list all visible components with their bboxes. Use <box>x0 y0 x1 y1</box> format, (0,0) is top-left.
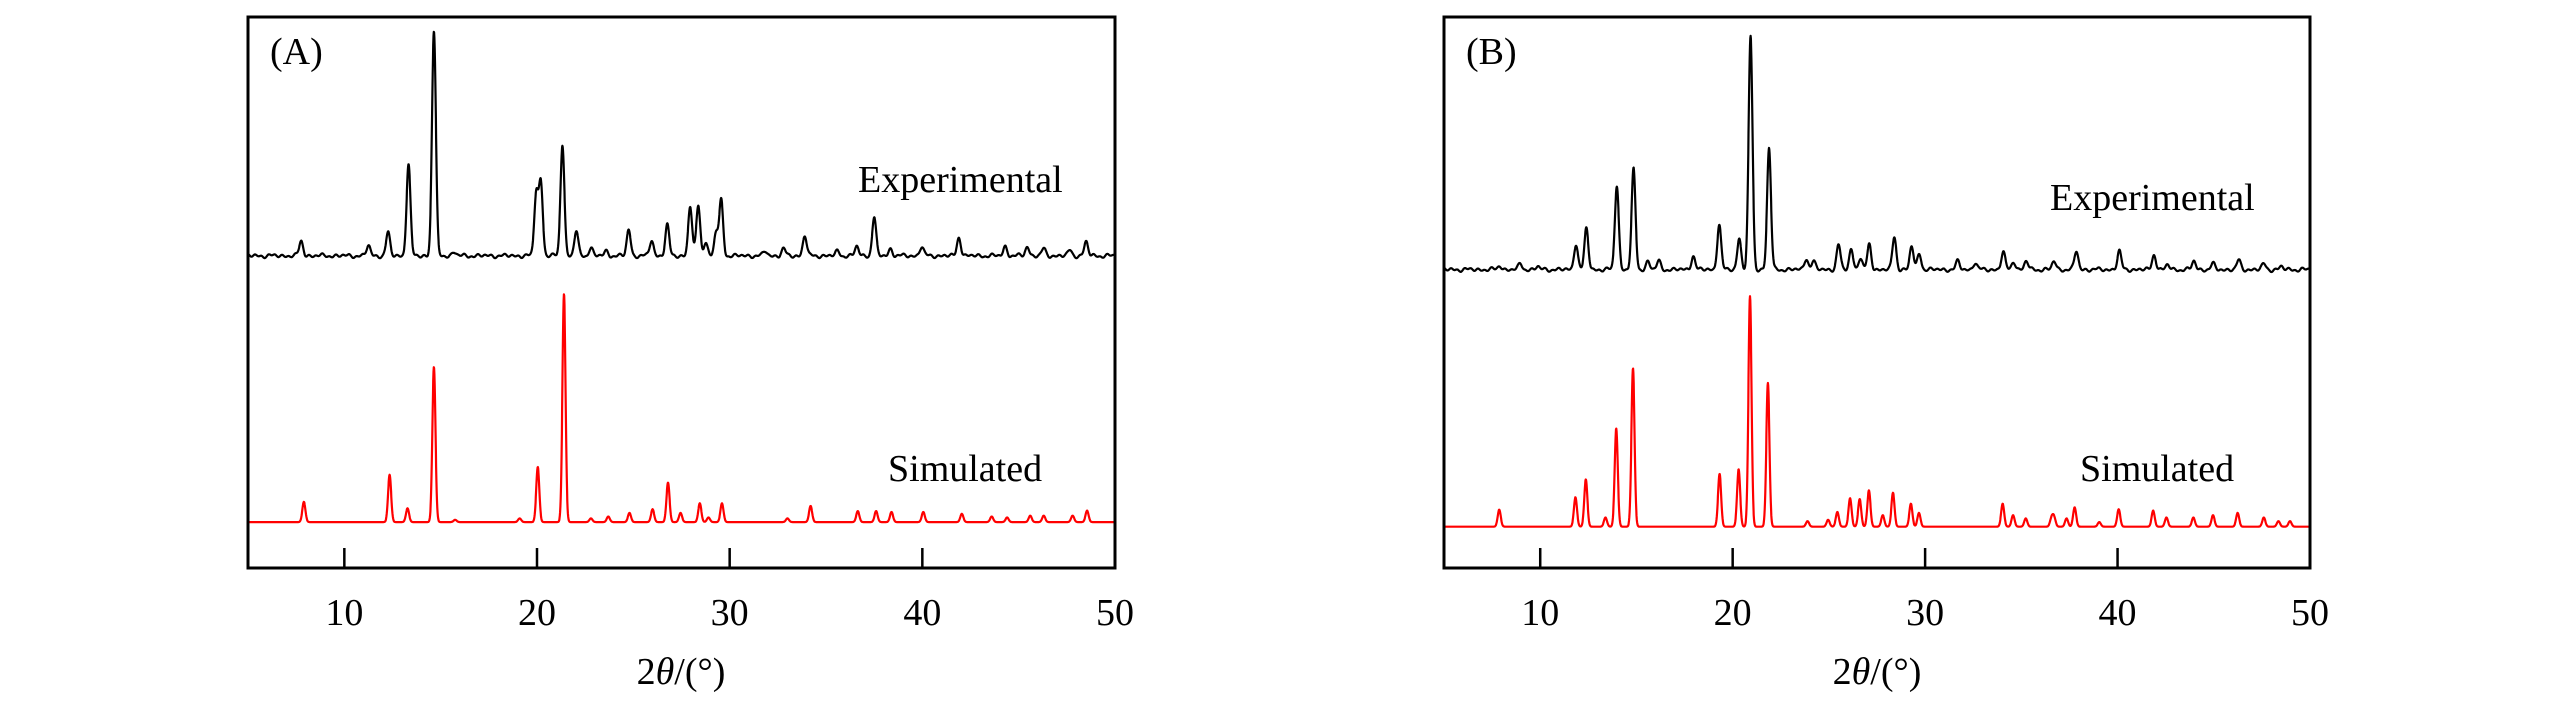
series-label-simulated: Simulated <box>2080 448 2234 490</box>
x-axis-label-suffix: /(°) <box>1870 651 1921 693</box>
panel-label: (B) <box>1466 31 1517 73</box>
x-tick-label: 40 <box>903 592 941 634</box>
x-tick-label: 20 <box>518 592 556 634</box>
series-line-simulated <box>1443 295 2311 528</box>
x-axis-label-theta: θ <box>1852 651 1871 693</box>
x-axis-label-prefix: 2 <box>637 651 656 693</box>
x-tick-label: 40 <box>2099 592 2137 634</box>
x-axis-label: 2θ/(°) <box>1833 651 1922 693</box>
x-tick-label: 50 <box>1096 592 1134 634</box>
x-axis-label-theta: θ <box>656 651 675 693</box>
x-axis-label-prefix: 2 <box>1833 651 1852 693</box>
x-tick-label: 10 <box>1521 592 1559 634</box>
x-tick-label: 10 <box>325 592 363 634</box>
series-line-experimental <box>1443 34 2311 274</box>
x-axis-label-suffix: /(°) <box>674 651 725 693</box>
x-axis-label: 2θ/(°) <box>637 651 726 693</box>
x-tick-label: 50 <box>2291 592 2329 634</box>
panel-b: (B) Experimental Simulated 2θ/(°) 10 20 30… <box>1442 15 2329 693</box>
series-label-experimental: Experimental <box>2050 177 2255 219</box>
x-tick-label: 30 <box>1906 592 1944 634</box>
x-tick-label: 30 <box>711 592 749 634</box>
panel-label: (A) <box>270 31 323 73</box>
plot-frame <box>246 15 1117 570</box>
panel-a: (A) Experimental Simulated 2θ/(°) 10 20 30… <box>246 15 1134 693</box>
x-tick-label: 20 <box>1714 592 1752 634</box>
series-line-experimental <box>247 30 1116 260</box>
series-label-simulated: Simulated <box>888 448 1042 490</box>
series-line-simulated <box>247 293 1116 524</box>
series-label-experimental: Experimental <box>858 159 1063 201</box>
plot-frame <box>1442 15 2312 570</box>
